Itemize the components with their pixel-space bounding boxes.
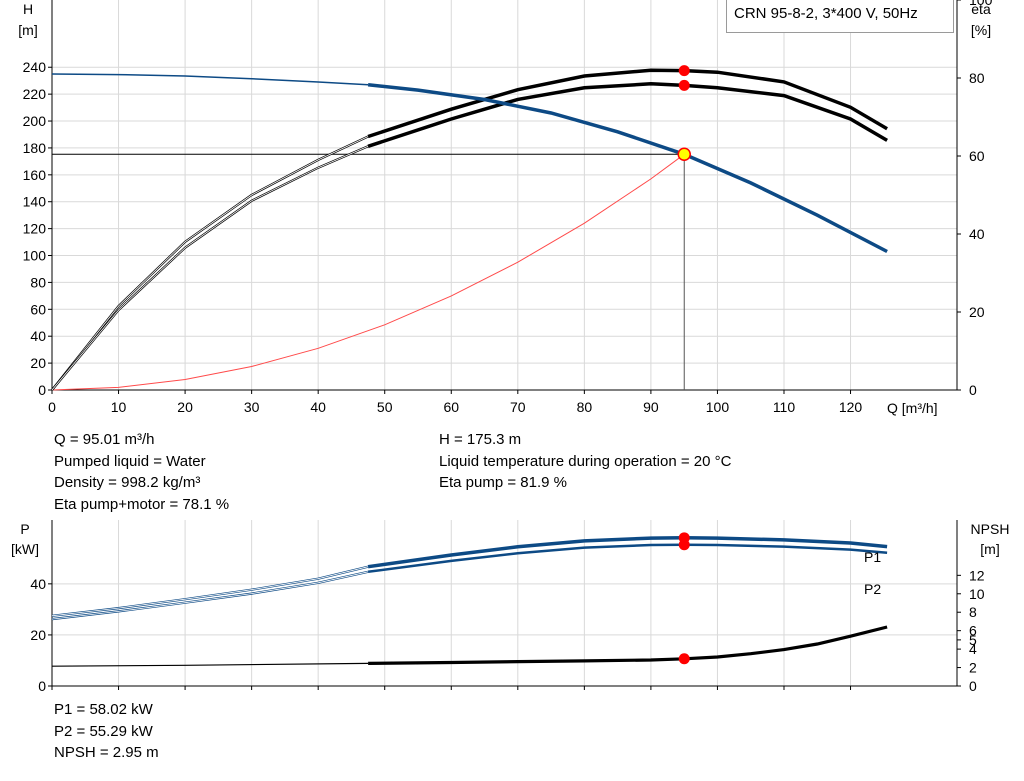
npsh-marker — [678, 653, 690, 665]
eta-pump-motor-marker — [678, 79, 690, 91]
bottom-right-tick-label: 5 — [969, 632, 977, 648]
flow-axis-label: Q [m³/h] — [887, 400, 938, 416]
top-x-tick-label: 70 — [510, 399, 526, 415]
p2-marker — [678, 539, 690, 551]
npsh-axis-label: NPSH — [971, 521, 1010, 537]
info-p1: P1 = 58.02 kW — [54, 701, 153, 718]
bottom-right-tick-label: 10 — [969, 586, 985, 602]
top-x-tick-label: 60 — [443, 399, 459, 415]
top-x-tick-label: 10 — [111, 399, 127, 415]
top-right-tick-label: 80 — [969, 70, 985, 86]
top-left-tick-label: 20 — [30, 355, 46, 371]
npsh-axis-unit: [m] — [980, 541, 999, 557]
top-x-tick-label: 110 — [773, 399, 796, 415]
top-x-tick-label: 20 — [177, 399, 193, 415]
bottom-left-tick-label: 0 — [38, 678, 46, 694]
power-axis-unit: [kW] — [11, 541, 39, 557]
head-curve-thin — [51, 73, 369, 86]
chart-layer: 0204060801001201401601802002202400204060… — [23, 0, 993, 694]
top-right-tick-label: 60 — [969, 148, 985, 164]
bottom-right-tick-label: 8 — [969, 604, 977, 620]
eta-pump-marker — [678, 65, 690, 77]
system-curve — [51, 153, 685, 391]
bottom-right-tick-label: 0 — [969, 678, 977, 694]
top-right-tick-label: 100 — [969, 0, 993, 8]
p1-curve-thin-core — [51, 566, 369, 617]
p2-curve — [367, 543, 888, 574]
info-flow: Q = 95.01 m³/h — [54, 431, 155, 448]
eta-axis-unit: [%] — [971, 22, 991, 38]
info-head: H = 175.3 m — [439, 431, 522, 448]
p1-curve — [367, 536, 888, 569]
top-right-tick-label: 0 — [969, 382, 977, 398]
npsh-curve — [368, 625, 888, 665]
p2-curve-label: P2 — [864, 581, 881, 597]
p1-curve-label: P1 — [864, 549, 881, 565]
bottom-left-tick-label: 20 — [30, 627, 46, 643]
eta-axis-label: eta — [971, 1, 991, 17]
top-x-tick-label: 30 — [244, 399, 260, 415]
eta-pump-motor-curve-thin-core — [51, 145, 369, 391]
top-left-tick-label: 60 — [30, 301, 46, 317]
top-x-tick-label: 0 — [48, 399, 56, 415]
power-info: P1 = 58.02 kW P2 = 55.29 kW NPSH = 2.95 … — [54, 699, 159, 764]
top-left-tick-label: 40 — [30, 328, 46, 344]
info-npsh: NPSH = 2.95 m — [54, 744, 159, 762]
head-axis-label: H — [23, 1, 33, 17]
top-x-tick-label: 80 — [577, 399, 593, 415]
duty-info-left: Q = 95.01 m³/h Pumped liquid = Water Den… — [54, 429, 229, 516]
p1-curve-thin — [51, 565, 369, 617]
top-x-tick-label: 50 — [377, 399, 393, 415]
npsh-curve-thin — [51, 662, 369, 667]
pump-title-box: CRN 95-8-2, 3*400 V, 50Hz — [726, 0, 954, 33]
top-x-tick-label: 90 — [643, 399, 659, 415]
eta-pump-motor-curve-thin — [51, 145, 369, 391]
bottom-right-tick-label: 4 — [969, 641, 977, 657]
top-right-tick-label: 20 — [969, 304, 985, 320]
top-left-tick-label: 120 — [23, 221, 47, 237]
top-x-tick-label: 120 — [839, 399, 863, 415]
info-p2: P2 = 55.29 kW — [54, 722, 153, 740]
head-axis-unit: [m] — [18, 22, 37, 38]
top-left-tick-label: 0 — [38, 382, 46, 398]
info-eta-pump-motor: Eta pump+motor = 78.1 % — [54, 496, 230, 514]
top-left-tick-label: 160 — [23, 167, 47, 183]
top-x-tick-label: 40 — [310, 399, 326, 415]
duty-point-marker — [677, 147, 691, 162]
pump-title: CRN 95-8-2, 3*400 V, 50Hz — [734, 5, 918, 22]
top-left-tick-label: 220 — [23, 86, 47, 102]
power-axis-label: P — [20, 521, 29, 537]
top-left-tick-label: 140 — [23, 194, 47, 210]
top-left-tick-label: 80 — [30, 274, 46, 290]
bottom-right-tick-label: 6 — [969, 623, 977, 639]
top-left-tick-label: 200 — [23, 113, 47, 129]
bottom-right-tick-label: 2 — [969, 660, 977, 676]
info-liquid: Pumped liquid = Water — [54, 452, 206, 470]
top-x-tick-label: 100 — [706, 399, 730, 415]
eta-pump-curve-thin-core — [51, 136, 369, 391]
top-left-tick-label: 240 — [23, 59, 47, 75]
eta-pump-motor-curve — [367, 82, 888, 148]
info-temperature: Liquid temperature during operation = 20… — [439, 452, 732, 470]
duty-info-right: H = 175.3 m Liquid temperature during op… — [439, 429, 731, 494]
p2-curve-thin-core — [51, 571, 369, 620]
top-right-tick-label: 40 — [969, 226, 985, 242]
info-eta-pump: Eta pump = 81.9 % — [439, 474, 567, 492]
top-left-tick-label: 180 — [23, 140, 47, 156]
bottom-right-tick-label: 12 — [969, 567, 985, 583]
top-left-tick-label: 100 — [23, 248, 47, 264]
info-density: Density = 998.2 kg/m³ — [54, 474, 201, 492]
bottom-left-tick-label: 40 — [30, 576, 46, 592]
head-curve — [367, 82, 888, 254]
